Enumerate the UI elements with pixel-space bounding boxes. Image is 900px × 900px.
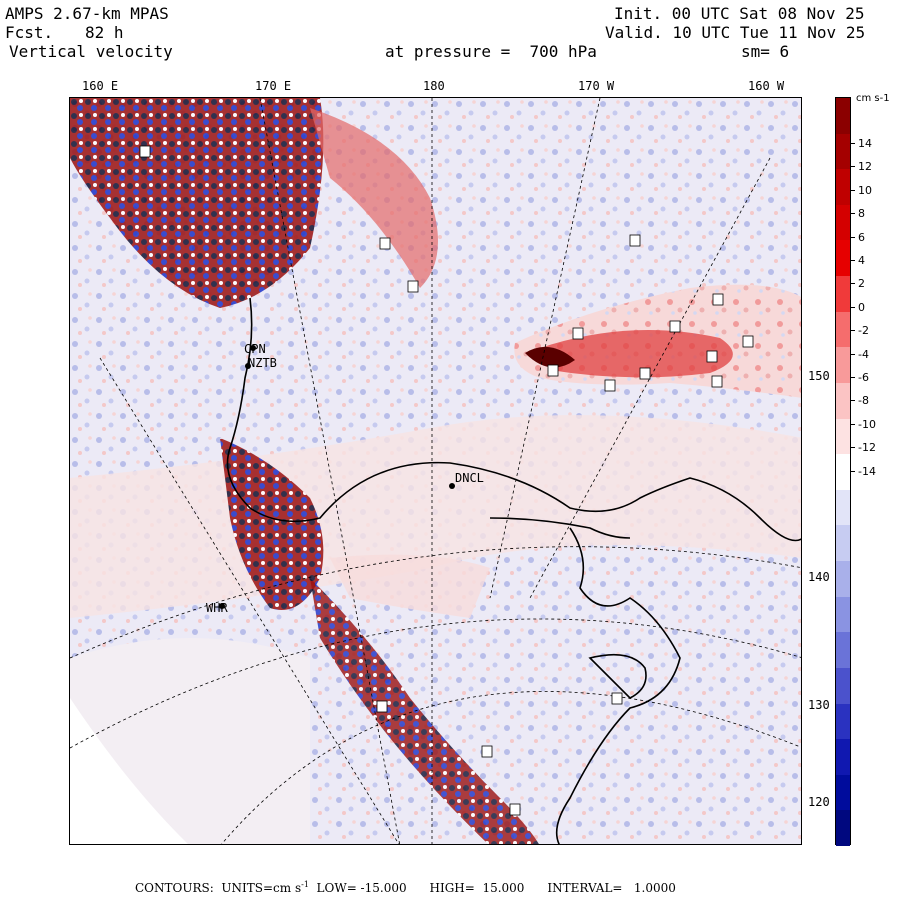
init-time: Init. 00 UTC Sat 08 Nov 25 xyxy=(614,4,865,23)
colorbar-swatch xyxy=(836,774,850,811)
colorbar-tick-label: -12 xyxy=(858,441,876,455)
colorbar-tick xyxy=(851,353,855,355)
colorbar-swatch xyxy=(836,489,850,526)
colorbar-swatch xyxy=(836,347,850,384)
colorbar-tick-label: 4 xyxy=(858,254,865,267)
colorbar-tick-label: 6 xyxy=(858,230,865,244)
pressure-level: at pressure = 700 hPa xyxy=(385,42,597,61)
field-name: Vertical velocity xyxy=(9,42,173,61)
colorbar-tick xyxy=(851,306,855,308)
station-label-cpn: CPN xyxy=(244,342,266,356)
colorbar-tick xyxy=(851,166,855,168)
colorbar-tick-label: -6 xyxy=(858,371,869,384)
colorbar-swatch xyxy=(836,525,850,562)
colorbar-tick xyxy=(851,400,855,402)
colorbar-swatch xyxy=(836,561,850,598)
colorbar-swatch xyxy=(836,632,850,669)
map-canvas xyxy=(70,98,801,844)
colorbar-tick xyxy=(851,283,855,285)
colorbar-tick-label: -4 xyxy=(858,347,869,361)
colorbar-tick xyxy=(851,447,855,449)
colorbar-tick xyxy=(851,143,855,144)
contour-interval: INTERVAL= 1.0000 xyxy=(547,881,676,895)
colorbar-tick xyxy=(851,260,855,261)
forecast-label: Fcst. xyxy=(5,23,54,42)
lon-label-170w: 170 W xyxy=(578,79,615,93)
forecast-hour: 82 h xyxy=(85,23,124,42)
colorbar-tick-label: 8 xyxy=(858,207,865,221)
colorbar-tick xyxy=(851,330,855,332)
colorbar-tick-label: 14 xyxy=(858,137,872,150)
lon-label-180: 180 xyxy=(423,79,445,93)
colorbar-swatch xyxy=(836,739,850,776)
lon-label-160e: 160 E xyxy=(82,79,119,93)
colorbar-swatch xyxy=(836,418,850,455)
contour-units-exponent: -1 xyxy=(301,880,309,889)
colorbar-swatch xyxy=(836,382,850,420)
colorbar-tick-label: 0 xyxy=(858,300,865,314)
colorbar-swatch xyxy=(836,133,850,170)
colorbar-swatch xyxy=(836,667,850,704)
model-title: AMPS 2.67-km MPAS xyxy=(5,4,169,23)
contour-high: HIGH= 15.000 xyxy=(429,881,525,895)
colorbar-tick-label: -14 xyxy=(858,464,876,478)
contour-units: CONTOURS: UNITS=cm s xyxy=(135,881,302,895)
valid-time: Valid. 10 UTC Tue 11 Nov 25 xyxy=(605,23,866,42)
colorbar-tick xyxy=(851,213,855,215)
colorbar-swatch xyxy=(836,311,850,348)
colorbar xyxy=(835,97,851,847)
colorbar-tick-label: 2 xyxy=(858,277,865,291)
lon-label-170e: 170 E xyxy=(255,79,292,93)
vertical-velocity-map: CPN NZTB DNCL WHR xyxy=(69,97,802,845)
colorbar-tick xyxy=(851,377,855,378)
colorbar-tick xyxy=(851,423,855,425)
colorbar-swatch xyxy=(836,703,850,740)
colorbar-tick-label: -10 xyxy=(858,417,876,431)
colorbar-swatch xyxy=(836,98,850,135)
colorbar-swatch xyxy=(836,276,850,313)
colorbar-units: cm s-1 xyxy=(856,93,890,104)
colorbar-tick xyxy=(851,470,855,472)
colorbar-tick-label: 10 xyxy=(858,183,872,197)
colorbar-swatch xyxy=(836,240,850,277)
colorbar-tick-label: 12 xyxy=(858,160,872,174)
colorbar-swatch xyxy=(836,596,850,633)
colorbar-swatch xyxy=(836,454,850,491)
station-label-whr: WHR xyxy=(206,601,228,615)
lon-label-160w: 160 W xyxy=(748,79,785,93)
contour-low: LOW= -15.000 xyxy=(316,881,407,895)
colorbar-swatch xyxy=(836,810,850,847)
colorbar-swatch xyxy=(836,169,850,206)
colorbar-tick xyxy=(851,236,855,238)
station-label-dncl: DNCL xyxy=(455,471,484,485)
colorbar-tick xyxy=(851,189,855,191)
colorbar-tick-label: -2 xyxy=(858,324,869,338)
smoothing-label: sm= 6 xyxy=(741,42,790,61)
station-label-nztb: NZTB xyxy=(248,356,277,370)
colorbar-tick-label: -8 xyxy=(858,394,869,408)
contour-info: CONTOURS: UNITS=cm s-1 LOW= -15.000 HIGH… xyxy=(135,880,676,895)
colorbar-swatch xyxy=(836,204,850,241)
